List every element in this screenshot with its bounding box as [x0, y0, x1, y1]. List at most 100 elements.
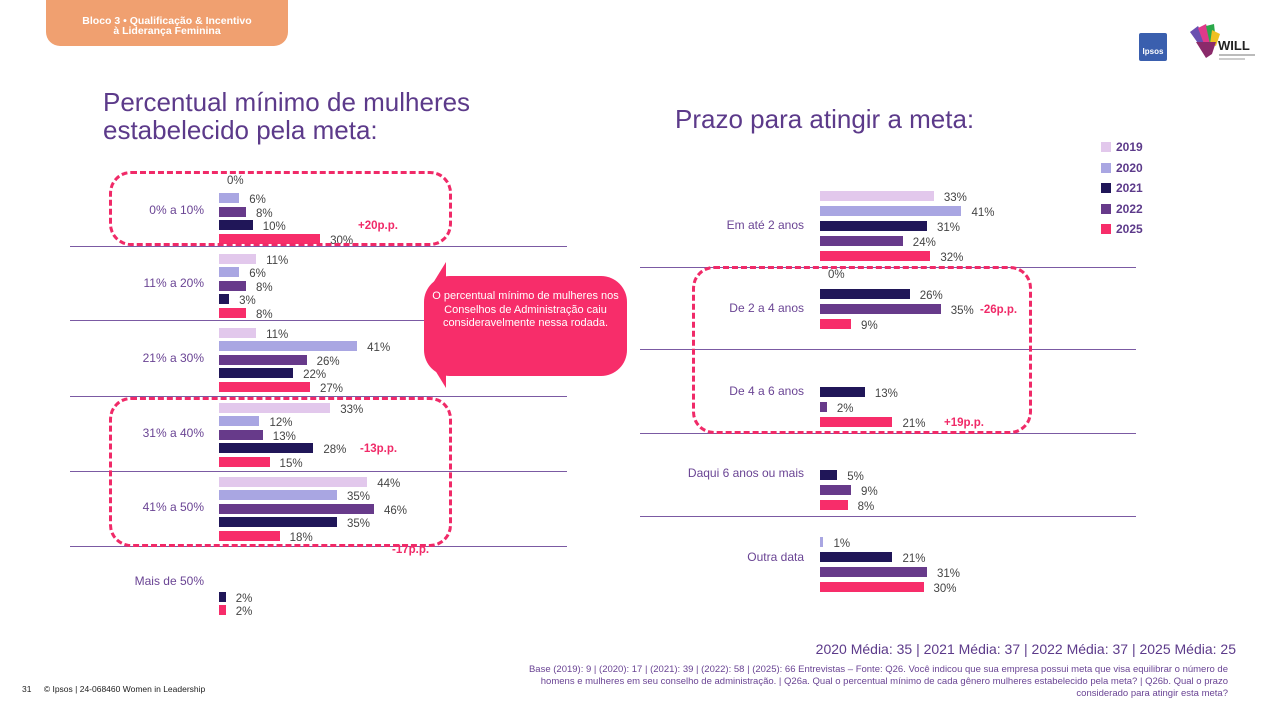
- value-label: 41%: [367, 342, 391, 355]
- value-label: 11%: [266, 329, 289, 341]
- category-label: De 2 a 4 anos: [729, 301, 804, 315]
- means-summary: 2020 Média: 35 | 2021 Média: 37 | 2022 M…: [815, 641, 1236, 657]
- value-label: 2%: [836, 402, 854, 415]
- change-annotation: +20p.p.: [358, 220, 398, 233]
- legend-label: 2020: [1116, 160, 1143, 175]
- value-label: 30%: [933, 582, 957, 595]
- legend: 2019 2020 2021 2022 2025: [1101, 137, 1143, 240]
- bar-2022: [820, 235, 903, 246]
- copyright: © Ipsos | 24-068460 Women in Leadership: [43, 684, 206, 694]
- bar-2021: [219, 517, 337, 528]
- legend-swatch: [1101, 224, 1111, 235]
- value-label: 13%: [272, 430, 296, 443]
- bar-2019: [219, 254, 257, 264]
- bar-2021: [820, 470, 838, 480]
- highlight-box-2-6-anos: [692, 266, 1032, 434]
- value-label: 21%: [902, 552, 926, 565]
- legend-item-2019: 2019: [1101, 137, 1143, 158]
- value-label: 46%: [384, 504, 408, 517]
- bar-2021: [219, 220, 253, 231]
- section-tab: Bloco 3 • Qualificação & Incentivo à Lid…: [46, 0, 288, 46]
- will-logo-text: WILL: [1218, 38, 1250, 53]
- value-label: 8%: [255, 281, 273, 294]
- bar-2022: [219, 206, 246, 217]
- value-label: 2%: [235, 593, 253, 605]
- bar-2019: [820, 191, 934, 201]
- value-label: 24%: [912, 236, 936, 249]
- bar-2021: [820, 551, 893, 562]
- value-label: 18%: [289, 531, 313, 544]
- section-tab-line2: à Liderança Feminina: [113, 25, 221, 37]
- bar-2020: [820, 537, 824, 547]
- base-note: Base (2019): 9 | (2020): 17 | (2021): 39…: [528, 664, 1228, 699]
- value-label: 33%: [340, 404, 364, 416]
- value-label: 13%: [874, 388, 898, 400]
- bar-2020: [219, 341, 358, 352]
- value-label: 1%: [833, 538, 851, 550]
- highlight-box-0-10: [109, 171, 452, 246]
- category-separator: [70, 246, 567, 247]
- value-label: 11%: [266, 255, 289, 267]
- legend-label: 2022: [1116, 201, 1143, 216]
- highlight-box-31-50: [109, 397, 452, 547]
- bar-2019: [219, 477, 368, 487]
- bar-2022: [820, 303, 941, 314]
- category-label: Outra data: [747, 550, 804, 564]
- category-separator: [640, 516, 1136, 517]
- right-chart-title: Prazo para atingir a meta:: [675, 104, 975, 134]
- value-label: 9%: [861, 319, 878, 332]
- value-label: 3%: [239, 295, 256, 308]
- bar-2022: [219, 429, 263, 440]
- bar-2022: [820, 484, 852, 495]
- value-label: 44%: [377, 478, 401, 490]
- value-label: 8%: [857, 500, 875, 513]
- value-label: 0%: [227, 175, 244, 187]
- section-tab-line1: Bloco 3 • Qualificação & Incentivo: [82, 15, 252, 27]
- bar-2025: [219, 381, 310, 392]
- bar-2025: [820, 416, 893, 427]
- change-annotation: -26p.p.: [980, 303, 1018, 316]
- legend-item-2022: 2022: [1101, 199, 1143, 220]
- bar-2020: [219, 416, 260, 427]
- category-label: Em até 2 anos: [726, 218, 804, 232]
- bar-2025: [820, 318, 852, 329]
- category-label: 11% a 20%: [143, 276, 205, 290]
- callout-bubble: O percentual mínimo de mulheres nos Cons…: [424, 276, 627, 376]
- value-label: 28%: [323, 444, 347, 457]
- callout-text: O percentual mínimo de mulheres nos Cons…: [432, 290, 619, 329]
- legend-swatch: [1101, 142, 1111, 153]
- bar-2021: [219, 294, 230, 305]
- value-label: 35%: [346, 491, 370, 504]
- legend-label: 2021: [1116, 181, 1143, 196]
- bar-2021: [219, 592, 226, 602]
- value-label: 2%: [235, 606, 253, 619]
- bar-2019: [219, 328, 257, 338]
- will-logo-shape: [1198, 24, 1212, 44]
- value-label: 0%: [828, 269, 845, 281]
- category-separator: [640, 349, 1136, 350]
- will-logo-subtitle: [1219, 58, 1245, 60]
- change-annotation: -13p.p.: [360, 443, 398, 456]
- bar-2021: [219, 368, 294, 379]
- bar-2019: [219, 403, 331, 413]
- value-label: 26%: [919, 289, 943, 302]
- value-label: 6%: [249, 194, 266, 207]
- bar-2022: [820, 401, 827, 412]
- value-label: 35%: [346, 518, 370, 531]
- bar-2020: [820, 205, 962, 216]
- bar-2022: [219, 280, 246, 291]
- category-label: Mais de 50%: [134, 574, 204, 588]
- bar-2021: [219, 443, 314, 454]
- bar-2020: [219, 490, 337, 501]
- will-logo-subtitle: [1219, 54, 1255, 56]
- bar-2021: [820, 387, 865, 397]
- value-label: 33%: [943, 192, 967, 204]
- value-label: 9%: [861, 485, 878, 498]
- bar-2022: [219, 503, 375, 514]
- legend-swatch: [1101, 162, 1111, 173]
- bar-2025: [219, 233, 321, 244]
- category-label: 21% a 30%: [142, 351, 204, 365]
- value-label: 21%: [902, 417, 926, 430]
- page-number: 31: [22, 684, 32, 694]
- bar-2020: [219, 193, 240, 204]
